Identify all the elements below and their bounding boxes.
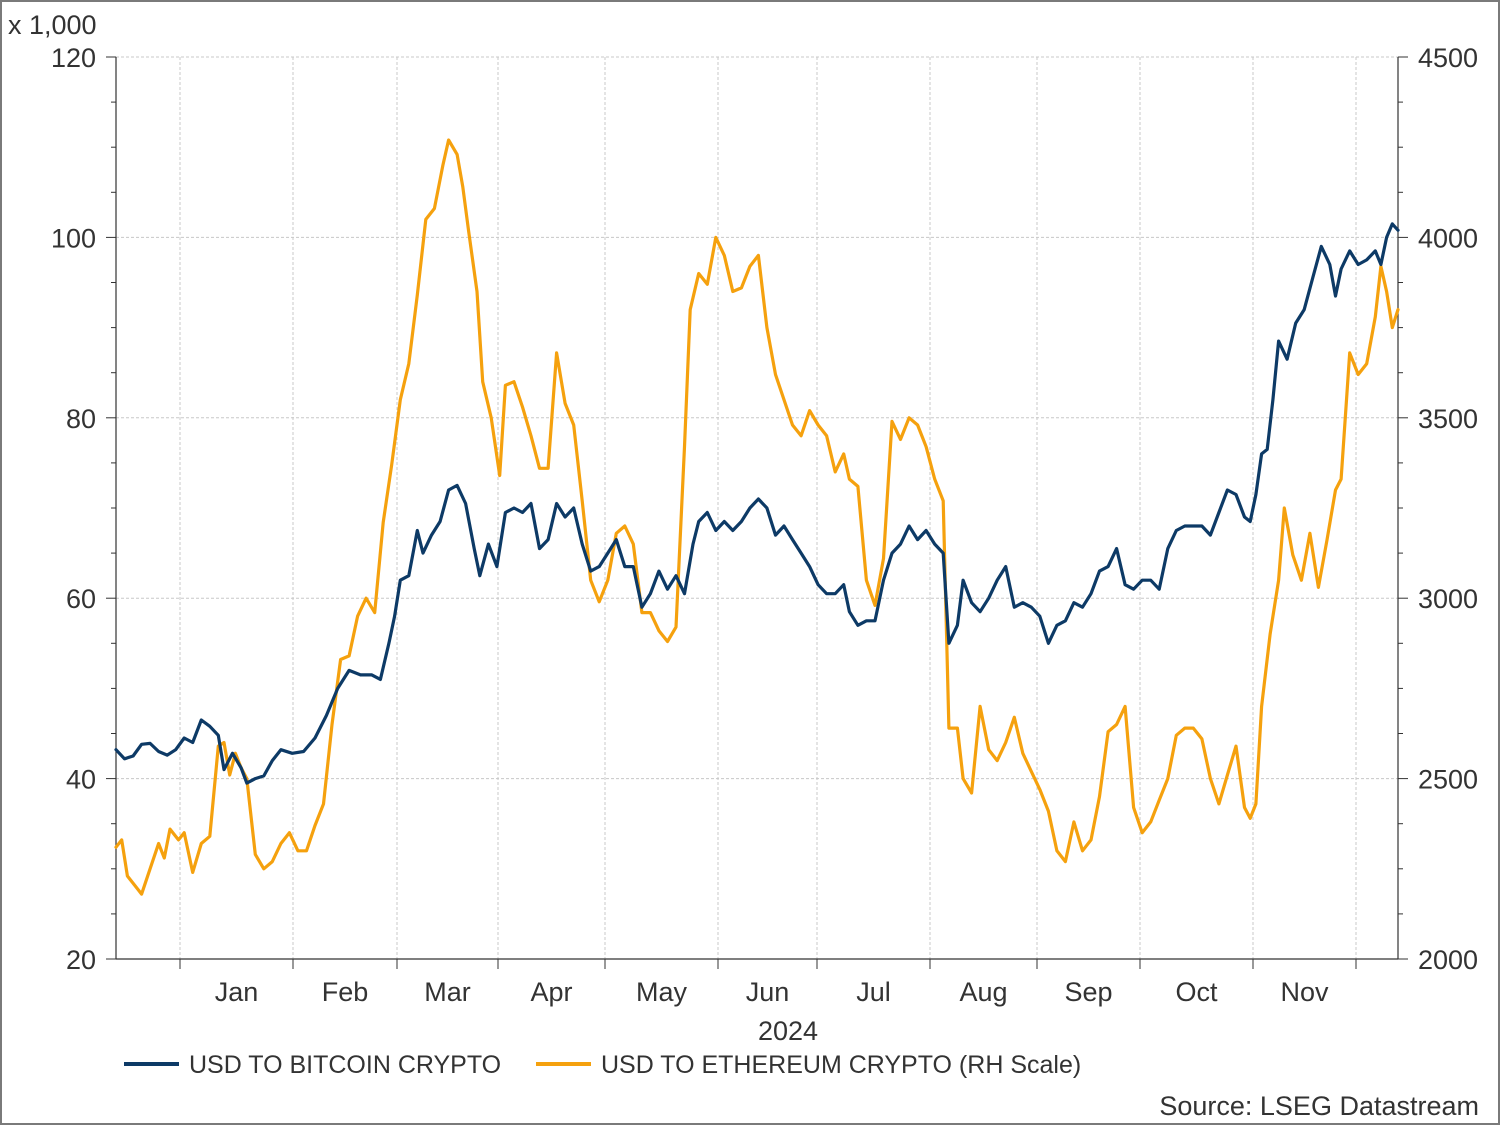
left-tick-label: 60 (66, 584, 96, 614)
month-label-mar: Mar (424, 977, 471, 1007)
legend-entry-bitcoin: USD TO BITCOIN CRYPTO (189, 1051, 501, 1079)
month-label-may: May (636, 977, 688, 1007)
left-tick-label: 40 (66, 765, 96, 795)
right-tick-label: 4500 (1418, 43, 1478, 73)
month-label-apr: Apr (530, 977, 572, 1007)
month-label-oct: Oct (1175, 977, 1218, 1007)
left-axis-multiplier-label: x 1,000 (8, 10, 97, 40)
x-axis-month-labels: Jan Feb Mar Apr May Jun Jul Aug Sep Oct Nov (215, 977, 1329, 1007)
source-note: Source: LSEG Datastream (1159, 1091, 1479, 1121)
month-label-sep: Sep (1064, 977, 1112, 1007)
axes (106, 56, 1408, 969)
right-tick-label: 4000 (1418, 223, 1478, 253)
right-tick-label: 2500 (1418, 765, 1478, 795)
month-label-feb: Feb (322, 977, 369, 1007)
legend-entry-ethereum: USD TO ETHEREUM CRYPTO (RH Scale) (601, 1051, 1081, 1079)
left-tick-label: 80 (66, 404, 96, 434)
month-label-jun: Jun (746, 977, 790, 1007)
right-axis-ticks: 2000 2500 3000 3500 4000 4500 (1418, 43, 1478, 975)
right-tick-label: 3500 (1418, 404, 1478, 434)
left-axis-ticks: 20 40 60 80 100 120 (51, 43, 96, 975)
grid-lines (116, 56, 1398, 959)
ethereum-series-line (114, 138, 1400, 896)
x-axis-year-label: 2024 (758, 1016, 818, 1046)
month-label-nov: Nov (1280, 977, 1329, 1007)
right-tick-label: 3000 (1418, 584, 1478, 614)
month-label-jan: Jan (215, 977, 259, 1007)
right-tick-label: 2000 (1418, 945, 1478, 975)
left-tick-label: 100 (51, 223, 96, 253)
left-tick-label: 120 (51, 43, 96, 73)
series-lines (114, 138, 1400, 896)
left-tick-label: 20 (66, 945, 96, 975)
bitcoin-series-line (114, 222, 1400, 785)
month-label-aug: Aug (959, 977, 1007, 1007)
legend: USD TO BITCOIN CRYPTO USD TO ETHEREUM CR… (124, 1051, 1081, 1079)
month-label-jul: Jul (856, 977, 891, 1007)
